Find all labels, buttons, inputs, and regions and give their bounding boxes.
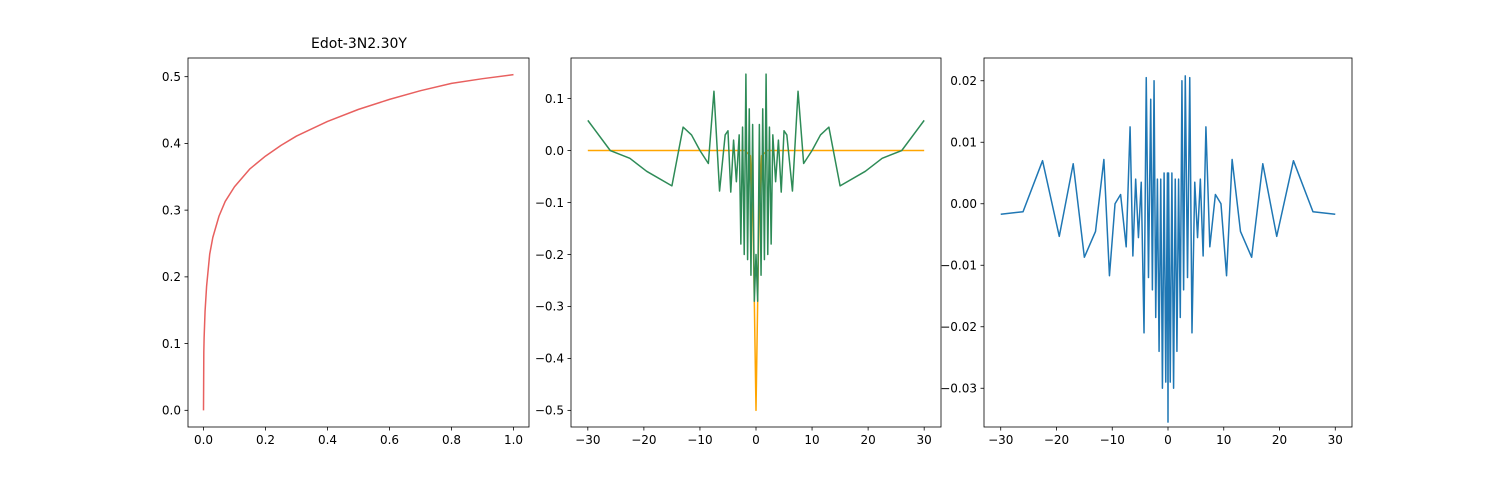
x-tick-label: −20 (1044, 433, 1069, 447)
y-tick-label: −0.4 (535, 352, 564, 366)
y-tick-label: 0.02 (950, 74, 977, 88)
y-tick-label: −0.02 (940, 320, 977, 334)
y-tick-label: −0.03 (940, 382, 977, 396)
x-tick-label: 0.4 (318, 433, 337, 447)
y-tick-label: 0.0 (162, 404, 181, 418)
y-tick-label: −0.1 (535, 196, 564, 210)
y-tick-label: 0.5 (162, 70, 181, 84)
x-tick-label: 20 (860, 433, 875, 447)
subplot-1-frame (187, 57, 530, 428)
y-tick-label: 0.3 (162, 203, 181, 217)
y-tick-label: 0.4 (162, 137, 181, 151)
subplot-2: −30 −20 −10 0 10 20 30 −0.5 −0.4 −0.3 −0.2 −0.1 0.0 0… (535, 57, 942, 447)
subplot-3: −30 −20 −10 0 10 20 30 −0.03 −0.02 −0.01 0.00 0.01 0… (940, 57, 1353, 447)
subplot-3-series-1-line (1000, 75, 1336, 423)
x-tick-label: 0.2 (256, 433, 275, 447)
y-tick-label: −0.3 (535, 300, 564, 314)
subplot-2-series-2-line (587, 73, 925, 302)
y-tick-label: 0.01 (950, 136, 977, 150)
x-tick-label: 0 (752, 433, 760, 447)
y-tick-label: 0.1 (162, 337, 181, 351)
x-tick-label: 20 (1272, 433, 1287, 447)
y-tick-label: −0.2 (535, 248, 564, 262)
x-tick-label: −30 (575, 433, 600, 447)
x-tick-label: 10 (804, 433, 819, 447)
y-tick-label: 0.1 (545, 92, 564, 106)
y-tick-label: 0.00 (950, 197, 977, 211)
x-tick-label: 30 (1328, 433, 1343, 447)
y-tick-label: 0.0 (545, 144, 564, 158)
x-tick-label: −10 (1100, 433, 1125, 447)
x-tick-label: 0.8 (442, 433, 461, 447)
x-tick-label: 1.0 (504, 433, 523, 447)
subplot-1-series-1-line (202, 73, 514, 411)
subplot-1-title: Edot-3N2.30Y (311, 36, 407, 52)
y-tick-label: −0.01 (940, 259, 977, 273)
x-tick-label: 30 (917, 433, 932, 447)
x-tick-label: −20 (631, 433, 656, 447)
x-tick-label: 0.0 (194, 433, 213, 447)
y-tick-label: −0.5 (535, 404, 564, 418)
y-tick-label: 0.2 (162, 270, 181, 284)
x-tick-label: −10 (687, 433, 712, 447)
x-tick-label: 0 (1164, 433, 1172, 447)
x-tick-label: 10 (1216, 433, 1231, 447)
subplot-1: Edot-3N2.30Y 0.0 0.2 0.4 0.6 0.8 1.0 0.0 0.1 0.2… (162, 36, 530, 447)
subplot-2-series-1-line (587, 149, 925, 412)
x-tick-label: 0.6 (380, 433, 399, 447)
x-tick-label: −30 (988, 433, 1013, 447)
